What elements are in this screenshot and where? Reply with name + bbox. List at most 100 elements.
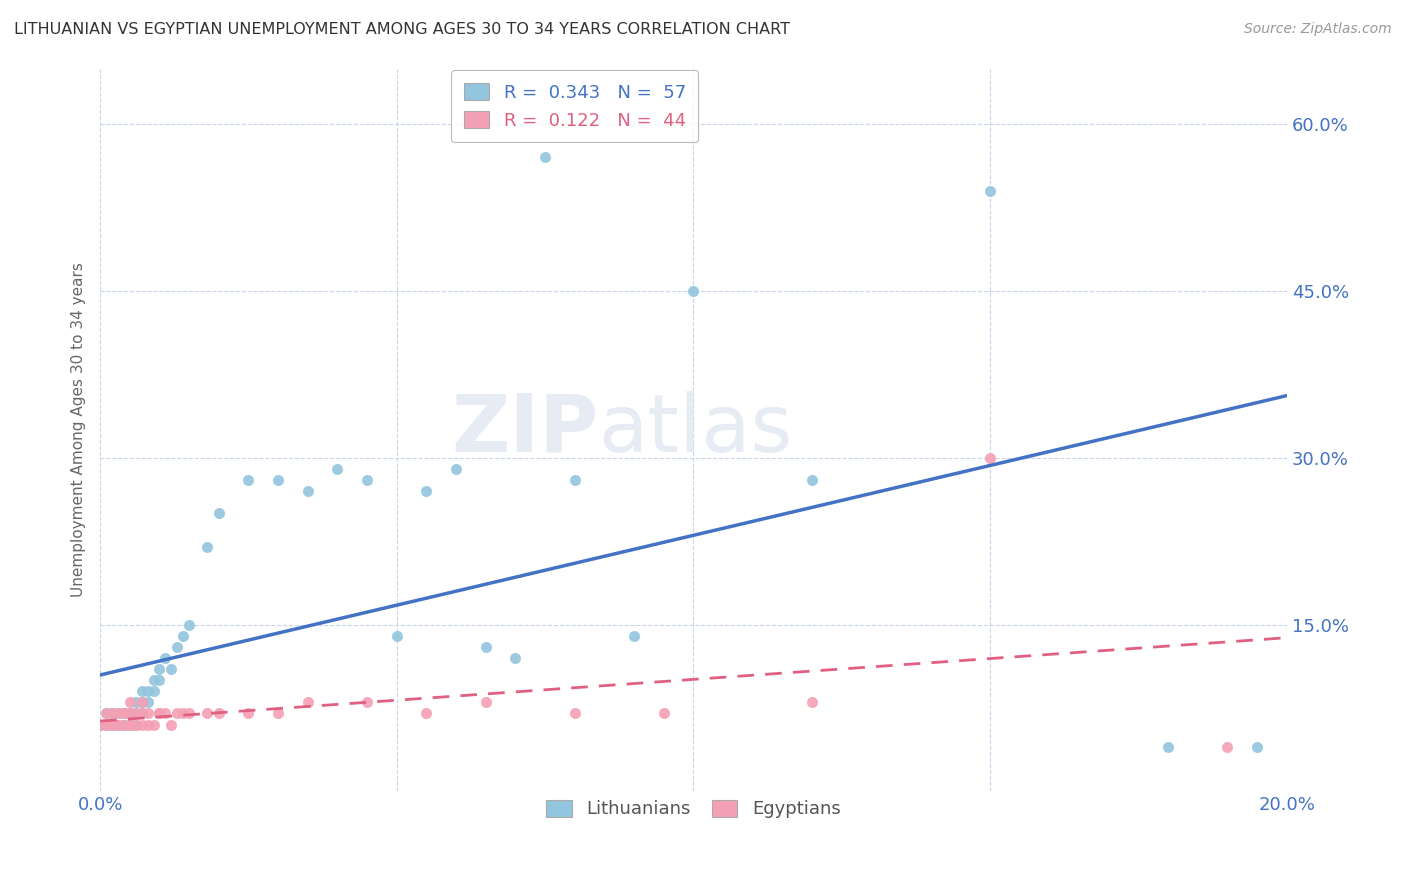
Point bbox=[125, 706, 148, 721]
Point bbox=[155, 706, 177, 721]
Point bbox=[118, 717, 141, 731]
Point bbox=[155, 651, 177, 665]
Point bbox=[112, 706, 135, 721]
Point bbox=[89, 717, 111, 731]
Point bbox=[166, 640, 188, 654]
Point bbox=[148, 706, 170, 721]
Point bbox=[166, 706, 188, 721]
Point bbox=[142, 684, 165, 698]
Point bbox=[125, 695, 148, 709]
Point bbox=[297, 695, 319, 709]
Point bbox=[444, 462, 467, 476]
Point bbox=[112, 717, 135, 731]
Point bbox=[1246, 739, 1268, 754]
Point bbox=[208, 506, 231, 520]
Point bbox=[118, 717, 141, 731]
Point bbox=[136, 717, 159, 731]
Point bbox=[112, 706, 135, 721]
Point bbox=[475, 640, 498, 654]
Point bbox=[112, 717, 135, 731]
Point bbox=[267, 473, 290, 487]
Point bbox=[94, 717, 117, 731]
Point bbox=[623, 629, 645, 643]
Point bbox=[160, 717, 183, 731]
Point bbox=[682, 284, 704, 298]
Point bbox=[112, 706, 135, 721]
Point bbox=[160, 662, 183, 676]
Point bbox=[136, 695, 159, 709]
Point bbox=[267, 706, 290, 721]
Point bbox=[475, 695, 498, 709]
Point bbox=[125, 717, 148, 731]
Point bbox=[107, 706, 129, 721]
Point bbox=[101, 717, 124, 731]
Text: Source: ZipAtlas.com: Source: ZipAtlas.com bbox=[1244, 22, 1392, 37]
Point bbox=[131, 695, 153, 709]
Point bbox=[979, 450, 1001, 465]
Point bbox=[94, 706, 117, 721]
Point bbox=[1216, 739, 1239, 754]
Point bbox=[148, 662, 170, 676]
Point bbox=[107, 706, 129, 721]
Point bbox=[238, 473, 260, 487]
Point bbox=[118, 717, 141, 731]
Point bbox=[415, 706, 437, 721]
Point bbox=[142, 717, 165, 731]
Point bbox=[118, 717, 141, 731]
Text: atlas: atlas bbox=[599, 391, 793, 469]
Point bbox=[136, 706, 159, 721]
Point bbox=[979, 184, 1001, 198]
Point bbox=[415, 484, 437, 499]
Point bbox=[564, 473, 586, 487]
Point bbox=[297, 484, 319, 499]
Text: LITHUANIAN VS EGYPTIAN UNEMPLOYMENT AMONG AGES 30 TO 34 YEARS CORRELATION CHART: LITHUANIAN VS EGYPTIAN UNEMPLOYMENT AMON… bbox=[14, 22, 790, 37]
Point bbox=[118, 706, 141, 721]
Point bbox=[131, 695, 153, 709]
Legend: Lithuanians, Egyptians: Lithuanians, Egyptians bbox=[538, 792, 848, 826]
Point bbox=[172, 706, 194, 721]
Point bbox=[142, 673, 165, 687]
Point bbox=[101, 717, 124, 731]
Point bbox=[89, 717, 111, 731]
Point bbox=[101, 706, 124, 721]
Point bbox=[801, 473, 824, 487]
Point bbox=[326, 462, 349, 476]
Point bbox=[505, 651, 527, 665]
Point bbox=[195, 540, 218, 554]
Point bbox=[118, 706, 141, 721]
Point bbox=[112, 706, 135, 721]
Point bbox=[101, 717, 124, 731]
Point bbox=[118, 695, 141, 709]
Point bbox=[148, 673, 170, 687]
Point bbox=[534, 151, 557, 165]
Point bbox=[195, 706, 218, 721]
Point bbox=[118, 706, 141, 721]
Point bbox=[118, 706, 141, 721]
Point bbox=[1157, 739, 1180, 754]
Point bbox=[112, 717, 135, 731]
Y-axis label: Unemployment Among Ages 30 to 34 years: Unemployment Among Ages 30 to 34 years bbox=[72, 262, 86, 598]
Point bbox=[148, 706, 170, 721]
Point bbox=[652, 706, 675, 721]
Point bbox=[136, 684, 159, 698]
Point bbox=[101, 717, 124, 731]
Point bbox=[172, 629, 194, 643]
Text: ZIP: ZIP bbox=[451, 391, 599, 469]
Point bbox=[107, 717, 129, 731]
Point bbox=[107, 717, 129, 731]
Point bbox=[356, 695, 378, 709]
Point bbox=[131, 717, 153, 731]
Point bbox=[94, 717, 117, 731]
Point bbox=[107, 717, 129, 731]
Point bbox=[125, 706, 148, 721]
Point bbox=[356, 473, 378, 487]
Point bbox=[112, 706, 135, 721]
Point bbox=[131, 684, 153, 698]
Point bbox=[385, 629, 408, 643]
Point bbox=[179, 706, 201, 721]
Point bbox=[125, 717, 148, 731]
Point bbox=[801, 695, 824, 709]
Point bbox=[107, 717, 129, 731]
Point bbox=[564, 706, 586, 721]
Point bbox=[131, 706, 153, 721]
